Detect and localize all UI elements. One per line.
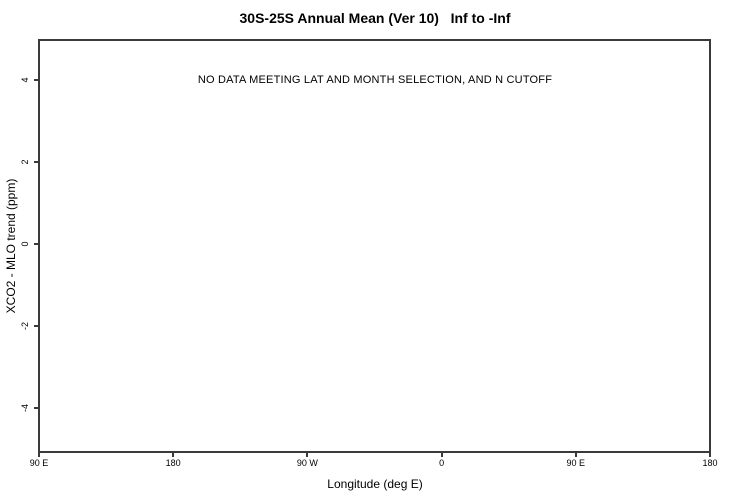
x-tick-label: 90 W [296,458,318,468]
x-tick-mark [574,452,577,457]
x-tick-label: 180 [702,458,718,468]
x-tick-mark [440,452,443,457]
y-tick-label: 0 [20,241,30,247]
x-tick-label: 90 E [29,458,49,468]
x-tick-label: 90 E [566,458,586,468]
x-tick-mark [38,452,40,457]
y-tick-mark [34,79,39,81]
plot-area-frame [38,39,711,453]
x-tick-mark [172,452,175,457]
y-tick-label: 2 [20,159,30,165]
x-tick-label: 0 [439,458,445,468]
x-tick-mark [709,452,711,457]
x-tick-label: 180 [165,458,181,468]
x-axis-label: Longitude (deg E) [327,477,423,491]
x-tick-mark [306,452,309,457]
chart-title: 30S-25S Annual Mean (Ver 10) Inf to -Inf [239,10,511,26]
y-tick-label: 4 [20,77,30,83]
y-tick-label: -4 [20,403,30,413]
y-tick-mark [34,407,39,409]
y-tick-label: -2 [20,321,30,331]
y-tick-mark [34,161,39,163]
no-data-message: NO DATA MEETING LAT AND MONTH SELECTION,… [197,74,553,86]
y-tick-mark [34,243,39,245]
y-tick-mark [34,325,39,327]
y-axis-label: XCO2 - MLO trend (ppm) [4,178,18,314]
